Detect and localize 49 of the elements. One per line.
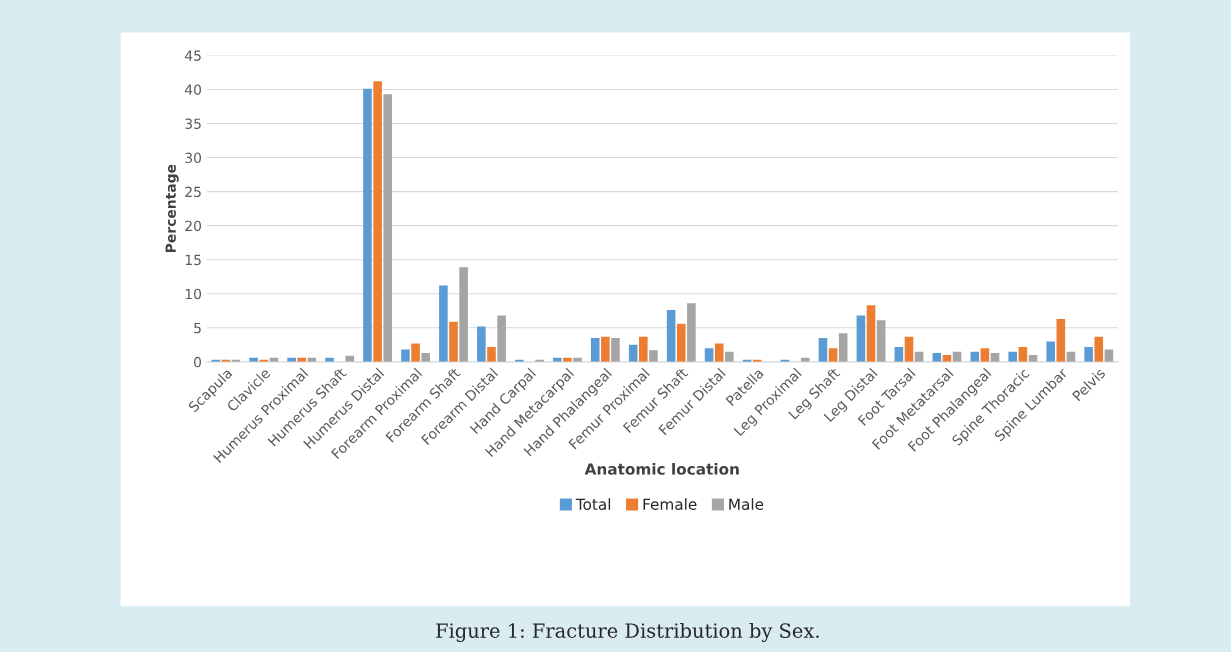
- legend-label: Male: [729, 498, 764, 511]
- bar: [439, 285, 448, 362]
- y-tick-label: 5: [194, 322, 201, 334]
- bar: [876, 320, 886, 362]
- y-tick-label: 25: [185, 186, 201, 198]
- y-tick-label: 35: [185, 118, 201, 129]
- bar: [676, 323, 686, 362]
- y-tick-label: 0: [194, 356, 202, 368]
- bar: [449, 321, 458, 362]
- bar: [601, 336, 610, 362]
- legend-label: Female: [643, 498, 697, 511]
- y-tick-label: 45: [184, 50, 201, 61]
- y-tick-label: 40: [184, 84, 202, 95]
- bar: [866, 305, 876, 362]
- bar: [611, 338, 620, 362]
- bar: [714, 343, 724, 362]
- bar: [497, 315, 506, 362]
- bar: [487, 346, 496, 362]
- bar: [818, 338, 828, 362]
- bar: [687, 303, 696, 362]
- bar: [1008, 351, 1018, 362]
- bar: [411, 343, 420, 362]
- bar: [1084, 346, 1093, 362]
- bar: [666, 310, 676, 362]
- bar: [401, 349, 410, 362]
- bar: [1056, 318, 1066, 362]
- legend-label: Total: [575, 498, 611, 511]
- y-tick-label: 20: [185, 220, 202, 232]
- x-axis-title: Anatomic location: [584, 462, 739, 475]
- bar: [477, 326, 486, 362]
- bar: [970, 351, 980, 362]
- bar: [838, 333, 848, 362]
- bar: [639, 336, 648, 362]
- bar: [590, 338, 600, 362]
- bar: [1046, 341, 1055, 362]
- y-axis-title: Percentage: [165, 164, 179, 253]
- bar: [363, 88, 372, 362]
- caption: Figure 1: Fracture Distribution by Sex.: [436, 622, 819, 642]
- y-tick-label: 30: [185, 152, 202, 164]
- bar: [421, 353, 430, 362]
- bar: [856, 315, 866, 362]
- bar: [649, 350, 658, 362]
- y-tick-label: 10: [185, 288, 202, 300]
- y-tick-label: 15: [185, 254, 201, 266]
- bar: [373, 81, 382, 362]
- bar: [1094, 336, 1104, 362]
- bar: [383, 94, 393, 362]
- bar: [459, 267, 468, 362]
- bar: [725, 351, 734, 362]
